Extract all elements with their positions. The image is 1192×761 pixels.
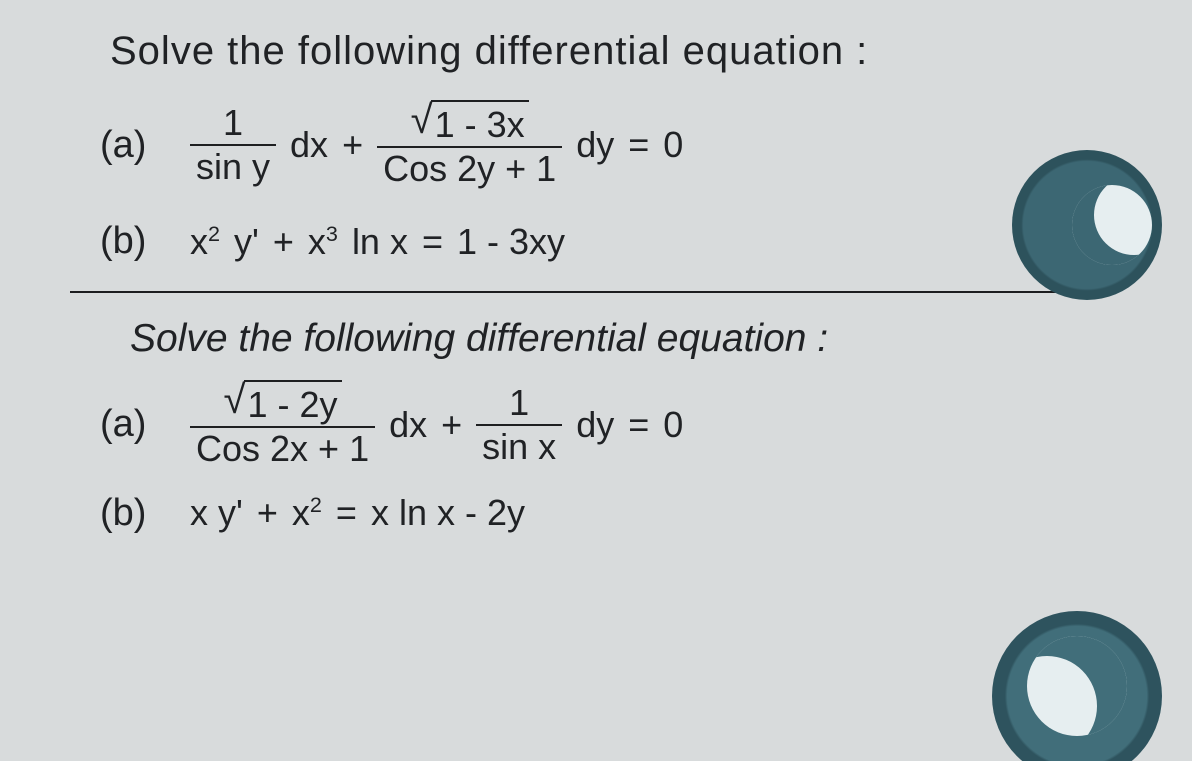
den-siny: sin y xyxy=(190,146,276,188)
xyprime: x y' xyxy=(190,492,243,534)
rhs-1b: 1 - 3xy xyxy=(457,221,565,263)
x2: x2 xyxy=(190,221,220,263)
den-sinx: sin x xyxy=(476,426,562,468)
num-1: 1 xyxy=(217,102,249,144)
den-cos2y1: Cos 2y + 1 xyxy=(377,148,562,190)
den-cos2x1: Cos 2x + 1 xyxy=(190,428,375,470)
sqrt-1-2y: √1 - 2y xyxy=(224,380,342,426)
frac-sqrt-cos2x: √1 - 2y Cos 2x + 1 xyxy=(190,380,375,470)
camera-cutout-bottom xyxy=(992,611,1162,761)
dy-1a: dy xyxy=(576,124,614,166)
eq-1b: = xyxy=(422,221,443,263)
label-a1: (a) xyxy=(100,124,170,167)
plus-1a: + xyxy=(342,124,363,166)
plus-1b: + xyxy=(273,221,294,263)
set2-eq-b: (b) x y' + x2 = x ln x - 2y xyxy=(100,492,1192,535)
sqrt-1-3x: √1 - 3x xyxy=(411,100,529,146)
divider xyxy=(70,291,1090,293)
label-b1: (b) xyxy=(100,220,170,263)
frac-sqrt-cos2y: √1 - 3x Cos 2y + 1 xyxy=(377,100,562,190)
yprime: y' xyxy=(234,221,259,263)
x3: x3 xyxy=(308,221,338,263)
label-b2: (b) xyxy=(100,492,170,535)
lnx: ln x xyxy=(352,221,408,263)
handwritten-page: Solve the following differential equatio… xyxy=(0,0,1192,761)
plus-2a: + xyxy=(441,404,462,446)
zero-2a: 0 xyxy=(663,404,683,446)
eq-2b: = xyxy=(336,492,357,534)
frac-1-siny: 1 sin y xyxy=(190,102,276,188)
x2b: x2 xyxy=(292,492,322,534)
eq-1a: = xyxy=(628,124,649,166)
camera-cutout-top xyxy=(1012,150,1162,300)
dx-2a: dx xyxy=(389,404,427,446)
label-a2: (a) xyxy=(100,403,170,446)
frac-1-sinx: 1 sin x xyxy=(476,382,562,468)
set1-heading: Solve the following differential equatio… xyxy=(110,30,1192,72)
dx-1a: dx xyxy=(290,124,328,166)
zero-1a: 0 xyxy=(663,124,683,166)
dy-2a: dy xyxy=(576,404,614,446)
plus-2b: + xyxy=(257,492,278,534)
set2-heading: Solve the following differential equatio… xyxy=(130,319,1192,360)
rad-content-1: 1 - 3x xyxy=(431,100,529,146)
set2-eq-a: (a) √1 - 2y Cos 2x + 1 dx + 1 sin x dy =… xyxy=(100,380,1192,470)
rhs-2b: x ln x - 2y xyxy=(371,492,525,534)
num-1b: 1 xyxy=(503,382,535,424)
rad-content-2: 1 - 2y xyxy=(244,380,342,426)
eq-2a: = xyxy=(628,404,649,446)
